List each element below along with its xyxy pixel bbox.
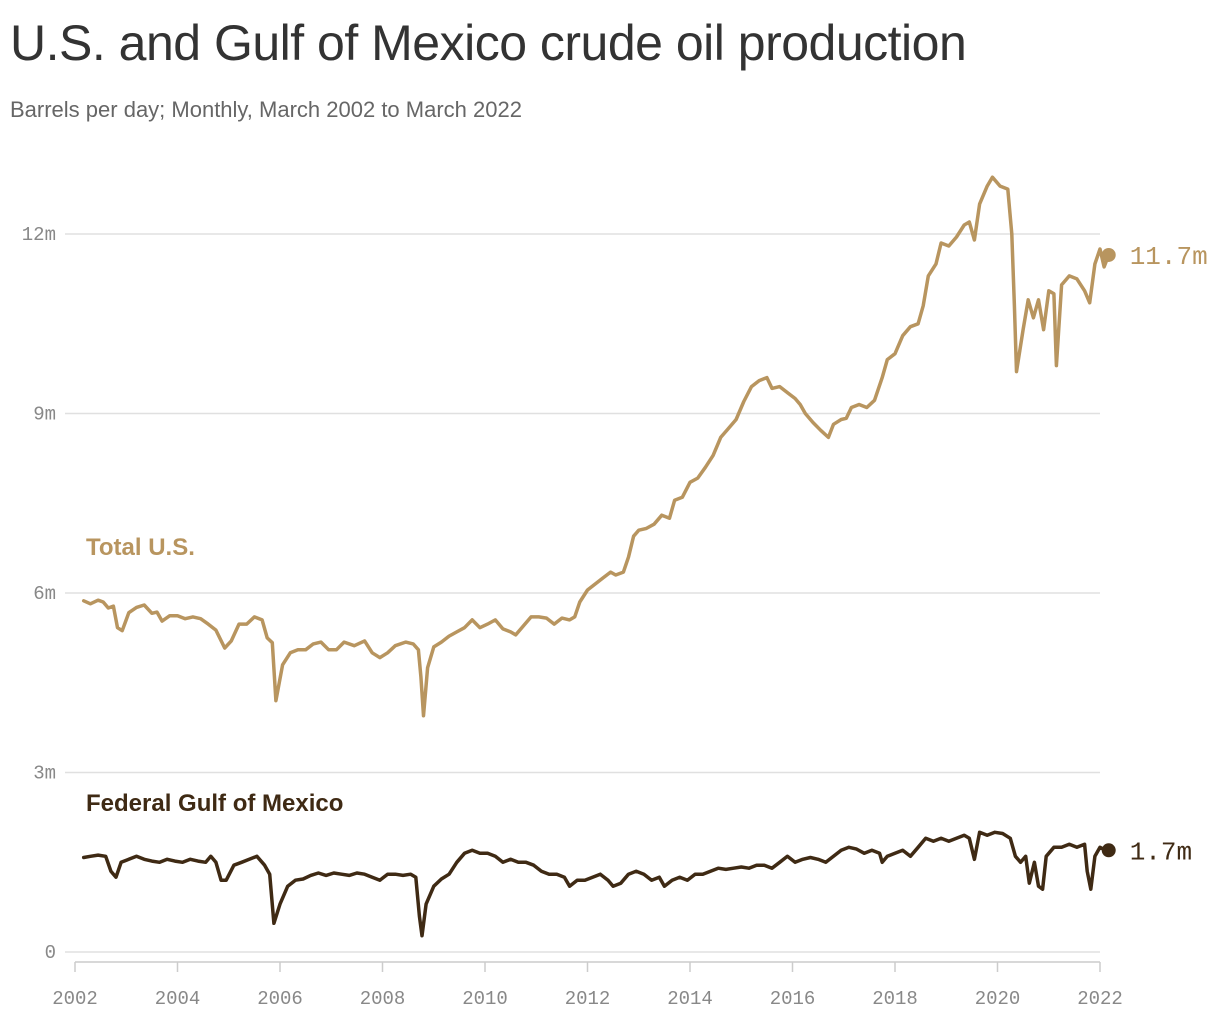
y-tick-label: 0 [45, 942, 56, 964]
gridlines [65, 233, 1100, 953]
end-value-label-federal-gulf-of-mexico: 1.7m [1130, 837, 1192, 867]
y-axis-ticks: 0 3m 6m 9m 12m [22, 224, 56, 964]
x-tick-label: 2020 [975, 988, 1021, 1010]
x-tick-label: 2018 [872, 988, 918, 1010]
x-tick-label: 2002 [52, 988, 98, 1010]
y-tick-label: 12m [22, 224, 56, 246]
x-tick-label: 2010 [462, 988, 508, 1010]
end-value-label-total-u-s: 11.7m [1130, 242, 1208, 272]
y-tick-label: 9m [33, 404, 56, 426]
series-name-total-u-s: Total U.S. [86, 534, 195, 561]
y-tick-label: 3m [33, 763, 56, 785]
end-point-federal-gulf-of-mexico [1101, 843, 1116, 858]
x-tick-label: 2012 [565, 988, 611, 1010]
series-line-total-u-s [81, 175, 1111, 718]
x-tick-label: 2022 [1077, 988, 1123, 1010]
x-tick-label: 2004 [155, 988, 201, 1010]
series-labels: 11.7m Total U.S. 1.7m Federal Gulf of Mexic… [86, 242, 1208, 867]
x-axis-ticks: 2002 2004 2006 2008 2010 2012 2014 2016 2018 2020… [52, 962, 1123, 1010]
chart-title: U.S. and Gulf of Mexico crude oil produc… [10, 15, 967, 71]
x-tick-label: 2008 [360, 988, 406, 1010]
series-group [81, 175, 1116, 938]
x-tick-label: 2014 [667, 988, 713, 1010]
x-tick-label: 2016 [770, 988, 816, 1010]
series-name-federal-gulf-of-mexico: Federal Gulf of Mexico [86, 790, 343, 817]
series-line-federal-gulf-of-mexico [81, 830, 1111, 938]
chart-subtitle: Barrels per day; Monthly, March 2002 to … [10, 97, 522, 122]
y-tick-label: 6m [33, 583, 56, 605]
x-tick-label: 2006 [257, 988, 303, 1010]
end-point-total-u-s [1101, 247, 1116, 262]
